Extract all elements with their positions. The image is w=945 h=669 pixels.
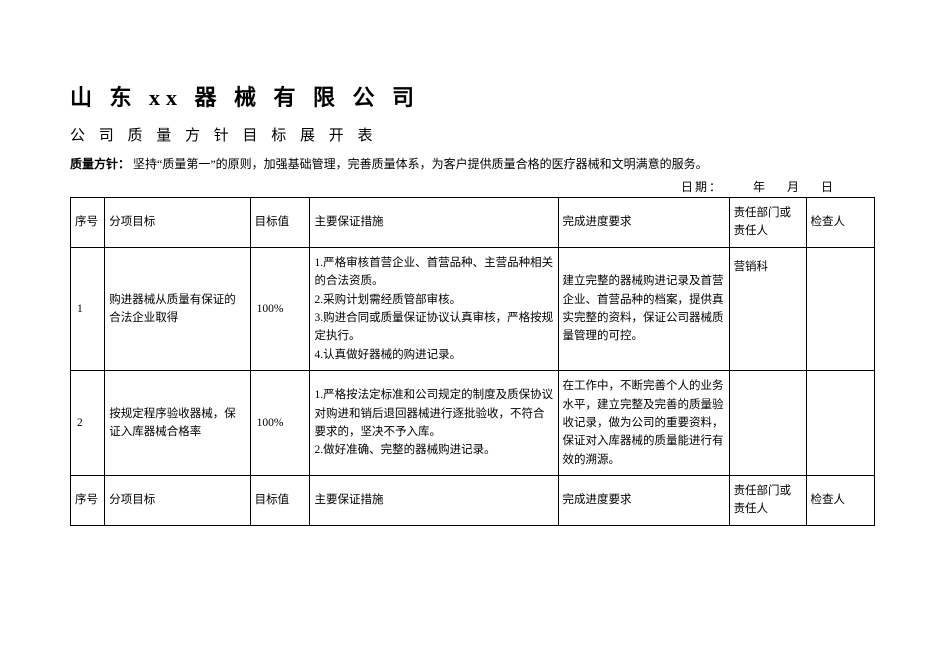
cell-target-value: 100% [250, 247, 310, 370]
col-target-value: 目标值 [250, 476, 310, 526]
col-target-value: 目标值 [250, 198, 310, 248]
col-dept: 责任部门或责任人 [729, 198, 806, 248]
cell-target-value: 100% [250, 371, 310, 476]
col-measures: 主要保证措施 [310, 476, 558, 526]
col-inspector: 检查人 [806, 476, 874, 526]
policy-line: 质量方针： 坚持“质量第一”的原则，加强基础管理，完善质量体系，为客户提供质量合… [70, 155, 875, 172]
table-header-row: 序号 分项目标 目标值 主要保证措施 完成进度要求 责任部门或责任人 检查人 [71, 198, 875, 248]
cell-progress: 建立完整的器械购进记录及首营企业、首营品种的档案，提供真实完整的资料，保证公司器… [558, 247, 729, 370]
col-sub-target: 分项目标 [105, 476, 250, 526]
cell-seq: 1 [71, 247, 105, 370]
col-dept: 责任部门或责任人 [729, 476, 806, 526]
policy-label: 质量方针： [70, 157, 130, 171]
col-seq: 序号 [71, 476, 105, 526]
cell-measures: 1.严格按法定标准和公司规定的制度及质保协议对购进和销后退回器械进行逐批验收，不… [310, 371, 558, 476]
cell-dept: 营销科 [729, 247, 806, 370]
doc-title: 公 司 质 量 方 针 目 标 展 开 表 [70, 124, 875, 145]
date-year: 年 [753, 180, 767, 194]
col-inspector: 检查人 [806, 198, 874, 248]
cell-sub-target: 购进器械从质量有保证的合法企业取得 [105, 247, 250, 370]
col-seq: 序号 [71, 198, 105, 248]
table-header-row-repeat: 序号 分项目标 目标值 主要保证措施 完成进度要求 责任部门或责任人 检查人 [71, 476, 875, 526]
cell-dept [729, 371, 806, 476]
date-line: 日期： 年 月 日 [70, 178, 875, 195]
cell-progress: 在工作中，不断完善个人的业务水平，建立完整及完善的质量验收记录，做为公司的重要资… [558, 371, 729, 476]
date-month: 月 [787, 180, 801, 194]
col-progress: 完成进度要求 [558, 198, 729, 248]
col-measures: 主要保证措施 [310, 198, 558, 248]
cell-inspector [806, 247, 874, 370]
col-progress: 完成进度要求 [558, 476, 729, 526]
policy-text: 坚持“质量第一”的原则，加强基础管理，完善质量体系，为客户提供质量合格的医疗器械… [130, 157, 708, 171]
date-label: 日期： [681, 180, 723, 194]
col-sub-target: 分项目标 [105, 198, 250, 248]
cell-measures: 1.严格审核首营企业、首营品种、主营品种相关的合法资质。 2.采购计划需经质管部… [310, 247, 558, 370]
quality-table: 序号 分项目标 目标值 主要保证措施 完成进度要求 责任部门或责任人 检查人 1… [70, 197, 875, 526]
cell-sub-target: 按规定程序验收器械，保证入库器械合格率 [105, 371, 250, 476]
company-name: 山 东 xx 器 械 有 限 公 司 [70, 80, 875, 112]
table-row: 2 按规定程序验收器械，保证入库器械合格率 100% 1.严格按法定标准和公司规… [71, 371, 875, 476]
cell-seq: 2 [71, 371, 105, 476]
cell-inspector [806, 371, 874, 476]
date-day: 日 [821, 180, 835, 194]
table-row: 1 购进器械从质量有保证的合法企业取得 100% 1.严格审核首营企业、首营品种… [71, 247, 875, 370]
